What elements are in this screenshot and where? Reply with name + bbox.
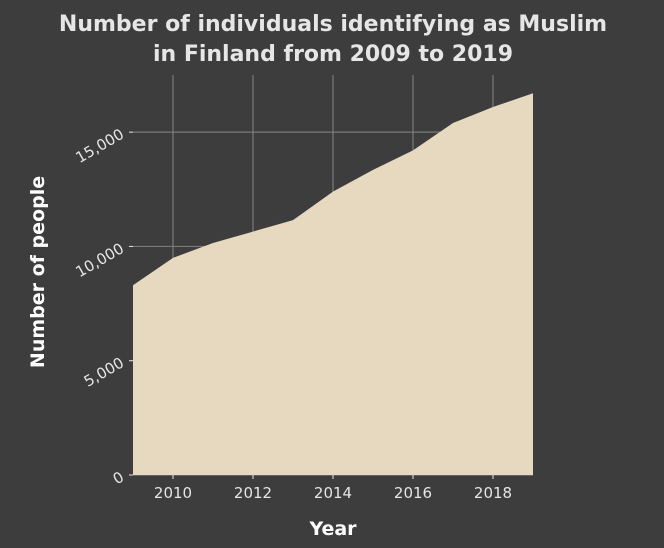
x-tick-label-3: 2016	[394, 484, 432, 502]
x-axis-title: Year	[308, 518, 357, 540]
x-tick-label-4: 2018	[474, 484, 512, 502]
x-axis-ticks: 2010 2012 2014 2016 2018	[154, 475, 512, 502]
chart-title-line-2: in Finland from 2009 to 2019	[153, 42, 513, 67]
chart-title-line-1: Number of individuals identifying as Mus…	[59, 12, 607, 37]
chart-title: Number of individuals identifying as Mus…	[59, 12, 607, 67]
y-axis-ticks: 0 5,000 10,000 15,000	[73, 125, 133, 488]
y-axis-title: Number of people	[27, 176, 49, 368]
y-tick-label-3: 15,000	[73, 125, 127, 167]
x-tick-label-1: 2012	[234, 484, 272, 502]
x-tick-label-0: 2010	[154, 484, 192, 502]
y-tick-label-2: 10,000	[73, 239, 127, 281]
area-series	[133, 93, 533, 476]
plot-area	[132, 93, 534, 476]
y-tick-label-1: 5,000	[81, 354, 127, 391]
x-tick-label-2: 2014	[314, 484, 352, 502]
y-tick-label-0: 0	[110, 468, 127, 488]
